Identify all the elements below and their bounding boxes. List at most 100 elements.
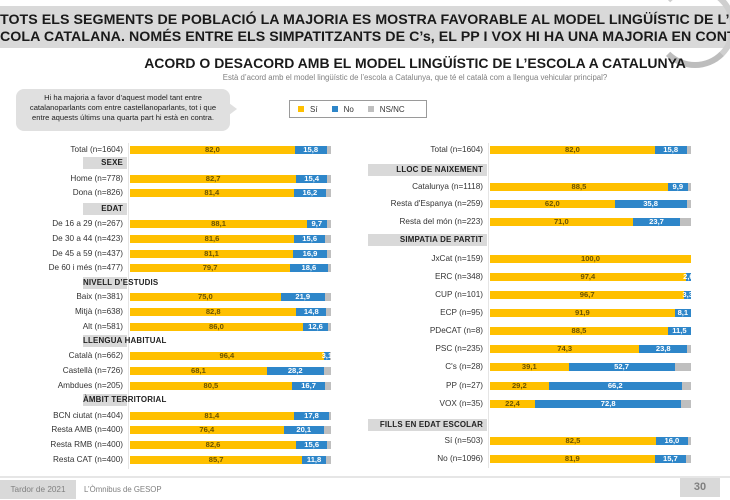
section-header: ÀMBIT TERRITORIAL xyxy=(83,394,167,406)
bar-label-no: 16,7 xyxy=(301,381,316,390)
row-label: VOX (n=35) xyxy=(439,399,483,408)
bar-label-yes: 80,5 xyxy=(203,381,219,390)
bar-label-yes: 81,4 xyxy=(204,188,220,197)
bar-label-no: 17,8 xyxy=(304,411,319,420)
section-header: LLENGUA HABITUAL xyxy=(83,335,167,347)
bar-label-no: 16,2 xyxy=(302,188,318,197)
bar-label-yes: 91,9 xyxy=(574,308,590,317)
bar-label-no: 21,9 xyxy=(295,292,311,301)
row-label: De 16 a 29 (n=267) xyxy=(52,219,123,228)
bar-no xyxy=(323,352,330,360)
bar-no xyxy=(639,345,688,353)
bar-no xyxy=(667,183,688,191)
bar-yes xyxy=(490,345,640,353)
legend-label-nsnc: NS/NC xyxy=(379,104,405,114)
bar-no xyxy=(291,382,326,390)
callout-line-3: entre aquests últims una quarta part hi … xyxy=(32,113,214,123)
bar-no xyxy=(684,291,691,299)
bar-label-yes: 22,4 xyxy=(505,399,520,408)
headline-line-1: TOTS ELS SEGMENTS DE POBLACIÓ LA MAJORIA… xyxy=(0,12,730,28)
bar-nsnc xyxy=(687,183,691,191)
bar-label-yes: 88,5 xyxy=(571,326,587,335)
bar-no xyxy=(548,382,682,390)
callout-note: Hi ha majoria a favor d’aquest model tan… xyxy=(16,89,237,131)
bar-label-no: 66,2 xyxy=(607,381,623,390)
bar-nsnc xyxy=(323,367,331,375)
section-header: NIVELL D’ESTUDIS xyxy=(83,277,159,289)
bar-yes xyxy=(490,218,633,226)
bar-label-no: 23,7 xyxy=(649,217,664,226)
bar-label-yes: 81,1 xyxy=(204,249,219,258)
bar-label-yes: 29,2 xyxy=(511,381,527,390)
bar-nsnc xyxy=(686,146,691,154)
bar-nsnc xyxy=(325,382,331,390)
bar-yes xyxy=(490,146,655,154)
bar-label-yes: 82,6 xyxy=(205,440,221,449)
row-label: Castellà (n=726) xyxy=(62,366,123,375)
bar-yes xyxy=(130,456,303,464)
bar-label-no: 15,6 xyxy=(302,234,318,243)
chart-legend: Sí No NS/NC xyxy=(289,100,427,118)
bar-nsnc xyxy=(323,426,331,434)
decorative-arc xyxy=(654,0,730,68)
bar-yes xyxy=(130,264,291,272)
row-label: Resta RMB (n=400) xyxy=(50,440,123,449)
legend-swatch-nsnc xyxy=(367,106,374,112)
headline-banner: TOTS ELS SEGMENTS DE POBLACIÓ LA MAJORIA… xyxy=(0,0,730,68)
axis-line xyxy=(128,143,129,469)
bar-yes xyxy=(490,327,668,335)
bar-label-yes: 74,3 xyxy=(557,344,573,353)
chart-subtitle: Està d’acord amb el model lingüístic de … xyxy=(222,73,608,82)
bar-no xyxy=(280,293,325,301)
row-label: Catalunya (n=1118) xyxy=(412,182,483,191)
bar-yes xyxy=(130,308,297,316)
bar-label-yes: 71,0 xyxy=(553,217,569,226)
bar-no xyxy=(296,308,327,316)
bar-yes xyxy=(130,250,293,258)
row-label: PP (n=27) xyxy=(446,381,483,390)
bar-label-no: 35,8 xyxy=(643,199,658,208)
bar-no xyxy=(294,146,327,154)
row-label: Total (n=1604) xyxy=(70,145,123,154)
bar-label-no: 15,8 xyxy=(663,145,679,154)
row-label: PSC (n=235) xyxy=(435,344,483,353)
row-label: Home (n=778) xyxy=(70,174,123,183)
bar-label-yes: 85,7 xyxy=(208,455,224,464)
bar-label-no: 15,6 xyxy=(304,440,320,449)
footer-divider xyxy=(0,476,730,478)
page-number: 30 xyxy=(680,478,720,497)
bar-label-no: 23,8 xyxy=(655,344,671,353)
bar-label-no: 3,3 xyxy=(682,290,693,299)
bar-no xyxy=(568,363,675,371)
bar-yes xyxy=(490,455,655,463)
axis-line xyxy=(488,143,489,468)
bar-yes xyxy=(490,309,675,317)
bar-label-no: 11,5 xyxy=(672,326,687,335)
row-label: BCN ciutat (n=404) xyxy=(53,411,123,420)
row-label: Dona (n=826) xyxy=(72,188,123,197)
row-label: Alt (n=581) xyxy=(82,322,123,331)
bar-label-no: 15,4 xyxy=(304,174,320,183)
bar-nsnc xyxy=(326,146,331,154)
bar-nsnc xyxy=(327,441,331,449)
row-label: Resta d'Espanya (n=259) xyxy=(390,199,483,208)
bar-label-yes: 81,6 xyxy=(204,234,220,243)
bar-label-no: 16,9 xyxy=(302,249,318,258)
bar-nsnc xyxy=(329,352,331,360)
bar-yes xyxy=(130,235,295,243)
bar-label-yes: 39,1 xyxy=(521,362,537,371)
bar-yes xyxy=(490,291,685,299)
bar-nsnc xyxy=(327,264,331,272)
bar-no xyxy=(293,412,330,420)
bar-nsnc xyxy=(681,400,691,408)
bar-label-yes: 75,0 xyxy=(197,292,213,301)
bar-nsnc xyxy=(326,189,331,197)
bar-label-yes: 97,4 xyxy=(580,272,596,281)
row-label: Resta CAT (n=400) xyxy=(52,455,123,464)
bar-no xyxy=(293,250,327,258)
bar-label-no: 16,0 xyxy=(664,436,680,445)
bar-nsnc xyxy=(680,218,691,226)
bar-yes xyxy=(130,382,292,390)
bar-nsnc xyxy=(687,437,691,445)
bar-yes xyxy=(490,200,615,208)
